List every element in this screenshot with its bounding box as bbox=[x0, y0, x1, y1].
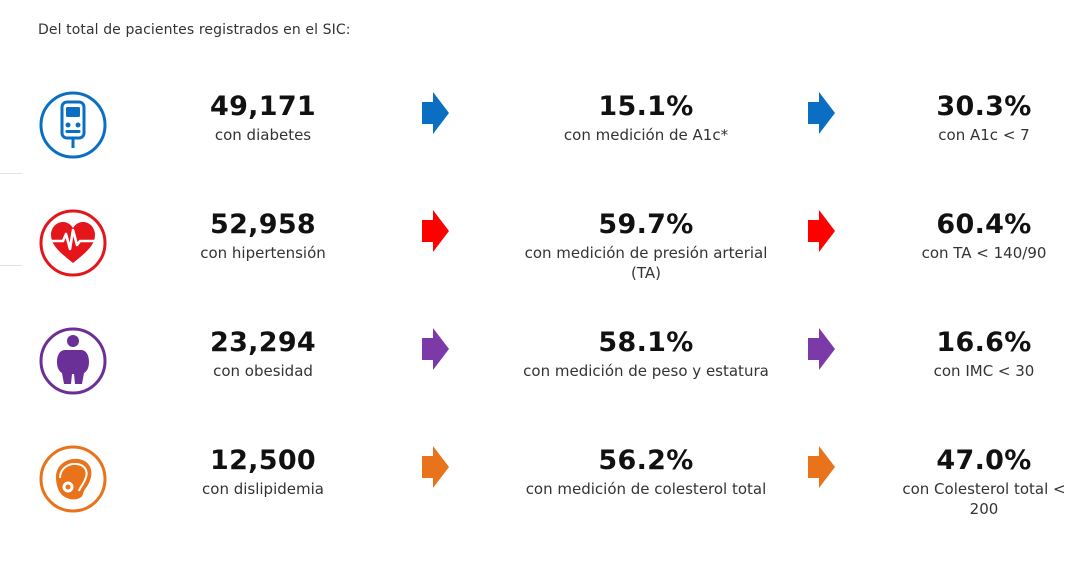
measured-percent-label: con medición de colesterol total bbox=[525, 480, 767, 498]
glucometer-icon bbox=[38, 90, 108, 160]
measured-percent-value: 56.2% bbox=[598, 445, 694, 476]
controlled-percent-label: con TA < 140/90 bbox=[921, 244, 1047, 262]
heart-pulse-icon bbox=[38, 208, 108, 278]
intro-text: Del total de pacientes registrados en el… bbox=[38, 22, 351, 38]
controlled-percent-value: 47.0% bbox=[936, 445, 1032, 476]
controlled-percent-value: 16.6% bbox=[936, 327, 1032, 358]
patients-total-value: 23,294 bbox=[210, 327, 316, 358]
arrow-right-icon bbox=[420, 328, 450, 370]
patients-total-value: 12,500 bbox=[210, 445, 316, 476]
divider bbox=[0, 173, 22, 174]
patients-total-value: 52,958 bbox=[210, 209, 316, 240]
measured-percent-value: 59.7% bbox=[598, 209, 694, 240]
controlled-percent-value: 60.4% bbox=[936, 209, 1032, 240]
controlled-percent-value: 30.3% bbox=[936, 91, 1032, 122]
arrow-right-icon bbox=[420, 446, 450, 488]
measured-percent-label: con medición de presión arterial (TA) bbox=[524, 244, 768, 282]
stat-row-dyslipidemia: 12,500 con dislipidemia 56.2% con medici… bbox=[0, 444, 1089, 554]
measured-percent-label: con medición de A1c* bbox=[563, 126, 729, 144]
patients-total-label: con obesidad bbox=[213, 362, 313, 380]
steak-icon bbox=[38, 444, 108, 514]
arrow-right-icon bbox=[806, 328, 836, 370]
stat-row-hypertension: 52,958 con hipertensión 59.7% con medici… bbox=[0, 208, 1089, 318]
divider bbox=[0, 265, 22, 266]
patients-total-label: con hipertensión bbox=[200, 244, 326, 262]
arrow-right-icon bbox=[420, 92, 450, 134]
measured-percent-label: con medición de peso y estatura bbox=[523, 362, 769, 380]
measured-percent-value: 58.1% bbox=[598, 327, 694, 358]
controlled-percent-label: con IMC < 30 bbox=[933, 362, 1035, 380]
stat-row-diabetes: 49,171 con diabetes 15.1% con medición d… bbox=[0, 90, 1089, 200]
controlled-percent-label: con Colesterol total < 200 bbox=[902, 480, 1066, 518]
person-obesity-icon bbox=[38, 326, 108, 396]
controlled-percent-label: con A1c < 7 bbox=[938, 126, 1030, 144]
stat-row-obesity: 23,294 con obesidad 58.1% con medición d… bbox=[0, 326, 1089, 436]
arrow-right-icon bbox=[806, 446, 836, 488]
patients-total-label: con dislipidemia bbox=[202, 480, 324, 498]
patients-total-label: con diabetes bbox=[214, 126, 312, 144]
patients-total-value: 49,171 bbox=[210, 91, 316, 122]
arrow-right-icon bbox=[806, 92, 836, 134]
arrow-right-icon bbox=[420, 210, 450, 252]
arrow-right-icon bbox=[806, 210, 836, 252]
measured-percent-value: 15.1% bbox=[598, 91, 694, 122]
